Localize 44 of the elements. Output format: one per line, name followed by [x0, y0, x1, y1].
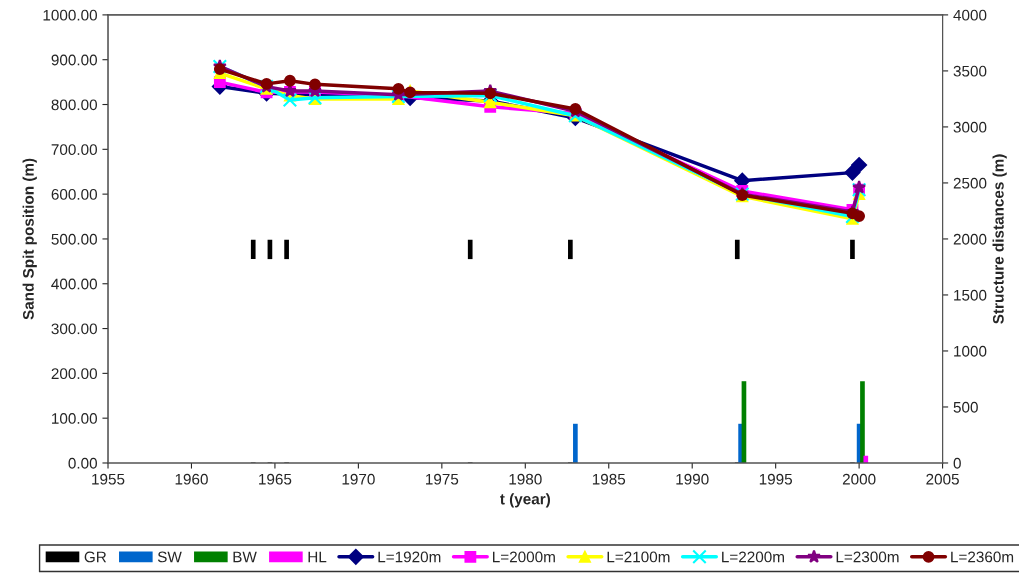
y-tick-label: 700.00	[51, 144, 97, 156]
x-axis-title: t (year)	[500, 493, 551, 508]
legend-label: L=2360m	[951, 551, 1014, 563]
x-tick-label: 1980	[509, 473, 542, 485]
y-tick-label: 800.00	[51, 99, 97, 111]
x-tick-label: 1970	[342, 473, 375, 485]
y-axis-title: Sand Spit position (m)	[22, 158, 37, 320]
y2-tick-label: 0	[953, 457, 961, 469]
x-tick-label: 1990	[676, 473, 709, 485]
x-tick-label: 1965	[259, 473, 292, 485]
legend-label: SW	[157, 551, 182, 563]
y-tick-label: 600.00	[51, 189, 97, 200]
y2-tick-label: 4000	[953, 9, 987, 21]
legend-label: L=2000m	[493, 551, 555, 563]
y-tick-label: 500.00	[51, 233, 97, 245]
y2-axis-title: Structure distances (m)	[992, 154, 1007, 324]
legend-label: L=1920m	[378, 551, 441, 563]
x-tick-label: 2005	[926, 473, 959, 485]
y2-tick-label: 2000	[953, 233, 987, 245]
legend-label: HL	[308, 551, 327, 563]
y-tick-label: 100.00	[52, 413, 97, 424]
legend-label: L=2100m	[607, 551, 670, 563]
legend-label: GR	[84, 551, 107, 563]
y2-tick-label: 1000	[954, 345, 987, 357]
legend-label: L=2200m	[722, 551, 784, 563]
legend-label: BW	[233, 551, 257, 563]
y-tick-label: 400.00	[51, 278, 97, 290]
x-tick-label: 2000	[842, 473, 876, 485]
y-tick-label: 300.00	[51, 323, 97, 335]
x-tick-label: 1960	[175, 473, 208, 485]
y2-tick-label: 1500	[954, 289, 987, 301]
y2-tick-label: 500	[953, 401, 978, 413]
x-tick-label: 1995	[759, 473, 793, 485]
legend-label: L=2300m	[836, 551, 899, 563]
y2-tick-label: 2500	[953, 177, 987, 189]
x-tick-label: 1955	[92, 473, 125, 485]
y-tick-label: 900.00	[51, 54, 97, 66]
y2-tick-label: 3500	[953, 65, 987, 77]
y-tick-label: 0.00	[68, 457, 97, 469]
x-tick-label: 1975	[426, 473, 459, 485]
y-tick-label: 200.00	[51, 368, 97, 380]
x-tick-label: 1985	[592, 473, 626, 485]
y-tick-label: 1000.00	[43, 9, 98, 21]
y2-tick-label: 3000	[953, 121, 987, 133]
